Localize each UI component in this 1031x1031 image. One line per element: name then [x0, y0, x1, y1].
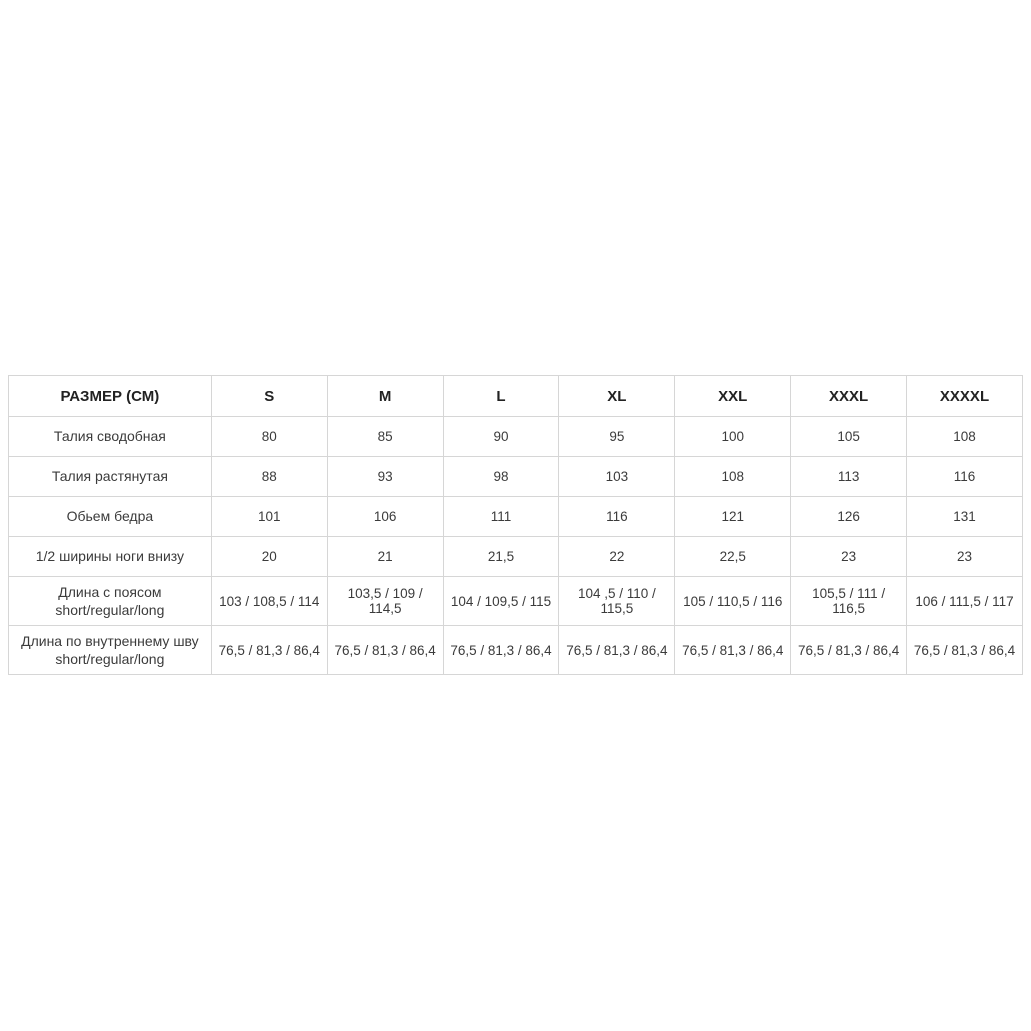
size-chart-header: РАЗМЕР (СМ) S M L XL XXL XXXL XXXXL: [8, 375, 1023, 417]
table-cell: 104 ,5 / 110 / 115,5: [558, 576, 676, 626]
column-header: S: [210, 375, 328, 417]
table-row: Обьем бедра 101 106 111 116 121 126 131: [8, 496, 1023, 537]
header-row: РАЗМЕР (СМ) S M L XL XXL XXXL XXXXL: [8, 375, 1023, 417]
table-cell: 23: [790, 536, 908, 577]
table-cell: 98: [442, 456, 560, 497]
table-row: Длина с поясом short/regular/long 103 / 1…: [8, 576, 1023, 626]
table-cell: 22: [558, 536, 676, 577]
table-cell: 103: [558, 456, 676, 497]
table-cell: 108: [674, 456, 792, 497]
size-chart-body: Талия сводобная 80 85 90 95 100 105 108 Талия ра…: [8, 416, 1023, 675]
table-cell: 76,5 / 81,3 / 86,4: [326, 625, 444, 675]
column-header: L: [442, 375, 560, 417]
table-cell: 88: [210, 456, 328, 497]
table-cell: 76,5 / 81,3 / 86,4: [674, 625, 792, 675]
table-cell: 76,5 / 81,3 / 86,4: [442, 625, 560, 675]
table-cell: 105: [790, 416, 908, 457]
table-cell: 21,5: [442, 536, 560, 577]
size-chart-table: РАЗМЕР (СМ) S M L XL XXL XXXL XXXXL Талия сводо…: [8, 375, 1023, 675]
row-label: Талия сводобная: [8, 416, 212, 457]
table-cell: 108: [906, 416, 1023, 457]
table-cell: 121: [674, 496, 792, 537]
table-cell: 105 / 110,5 / 116: [674, 576, 792, 626]
table-cell: 106: [326, 496, 444, 537]
table-cell: 76,5 / 81,3 / 86,4: [558, 625, 676, 675]
column-header: XXXXL: [906, 375, 1023, 417]
table-cell: 22,5: [674, 536, 792, 577]
table-cell: 76,5 / 81,3 / 86,4: [906, 625, 1023, 675]
table-cell: 85: [326, 416, 444, 457]
table-cell: 95: [558, 416, 676, 457]
table-cell: 76,5 / 81,3 / 86,4: [210, 625, 328, 675]
table-cell: 100: [674, 416, 792, 457]
table-cell: 116: [558, 496, 676, 537]
table-cell: 105,5 / 111 / 116,5: [790, 576, 908, 626]
table-cell: 80: [210, 416, 328, 457]
row-label: Талия растянутая: [8, 456, 212, 497]
column-header: XL: [558, 375, 676, 417]
table-cell: 20: [210, 536, 328, 577]
column-header: XXXL: [790, 375, 908, 417]
table-row: Талия сводобная 80 85 90 95 100 105 108: [8, 416, 1023, 457]
table-cell: 104 / 109,5 / 115: [442, 576, 560, 626]
table-cell: 103 / 108,5 / 114: [210, 576, 328, 626]
table-cell: 113: [790, 456, 908, 497]
column-header: РАЗМЕР (СМ): [8, 375, 212, 417]
table-cell: 103,5 / 109 / 114,5: [326, 576, 444, 626]
table-cell: 131: [906, 496, 1023, 537]
table-cell: 23: [906, 536, 1023, 577]
table-cell: 21: [326, 536, 444, 577]
row-label: Длина по внутреннему шву short/regular/l…: [8, 625, 212, 675]
size-chart-container: РАЗМЕР (СМ) S M L XL XXL XXXL XXXXL Талия сводо…: [8, 375, 1023, 675]
column-header: XXL: [674, 375, 792, 417]
row-label: Длина с поясом short/regular/long: [8, 576, 212, 626]
column-header: M: [326, 375, 444, 417]
row-label: Обьем бедра: [8, 496, 212, 537]
table-cell: 93: [326, 456, 444, 497]
table-row: 1/2 ширины ноги внизу 20 21 21,5 22 22,5 23 23: [8, 536, 1023, 577]
table-cell: 101: [210, 496, 328, 537]
table-cell: 116: [906, 456, 1023, 497]
table-cell: 126: [790, 496, 908, 537]
table-row: Талия растянутая 88 93 98 103 108 113 116: [8, 456, 1023, 497]
table-cell: 76,5 / 81,3 / 86,4: [790, 625, 908, 675]
table-cell: 111: [442, 496, 560, 537]
table-cell: 90: [442, 416, 560, 457]
row-label: 1/2 ширины ноги внизу: [8, 536, 212, 577]
table-row: Длина по внутреннему шву short/regular/l…: [8, 625, 1023, 675]
table-cell: 106 / 111,5 / 117: [906, 576, 1023, 626]
